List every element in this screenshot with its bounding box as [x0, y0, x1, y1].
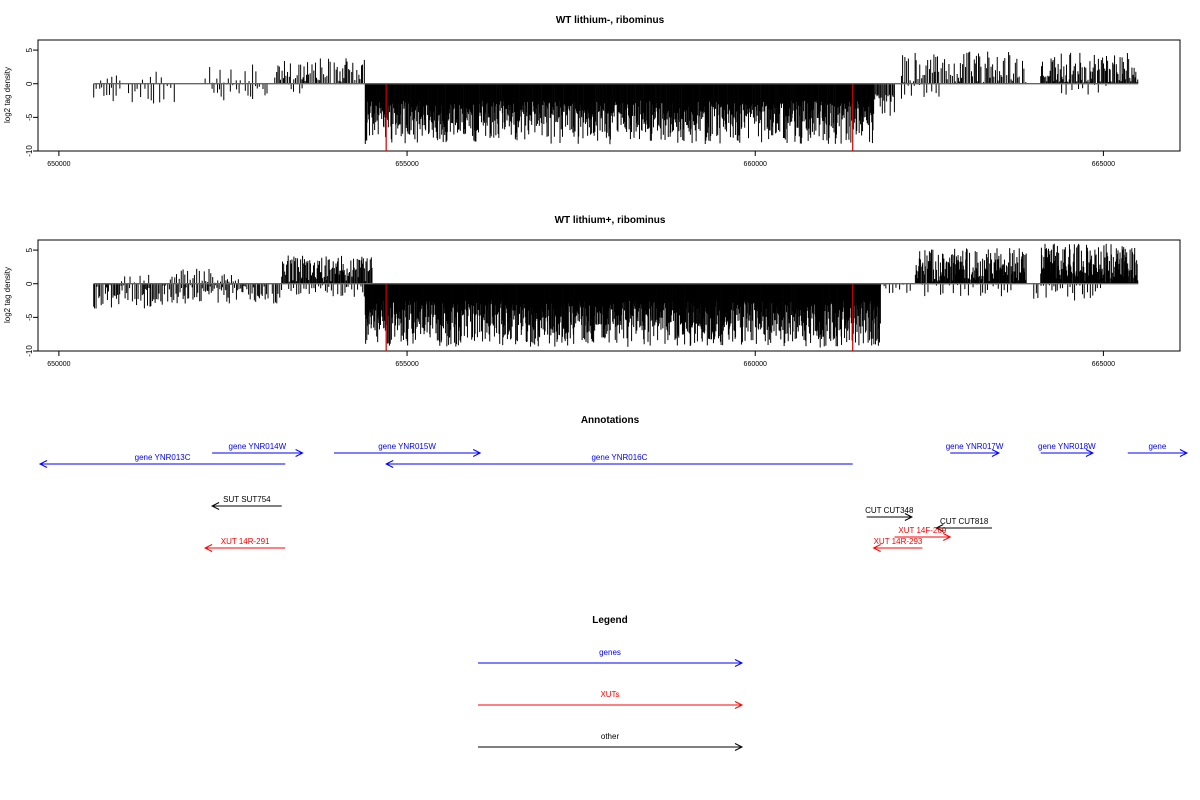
annotation-feature: gene YNR014W — [212, 442, 304, 457]
annotation-feature: XUT 14F-269 — [894, 526, 952, 541]
plot-frame — [37, 39, 1181, 152]
legend-label: XUTs — [600, 690, 619, 699]
annotation-feature: XUT 14R-291 — [204, 537, 286, 552]
feature-label: gene YNR015W — [378, 442, 436, 451]
y-tick-label: 5 — [25, 247, 34, 252]
legend-item: XUTs — [478, 690, 744, 709]
y-tick-label: -10 — [25, 345, 34, 357]
track-panel-lithium-minus: WT lithium-, ribominus log2 tag density … — [3, 15, 1181, 168]
annotation-feature: SUT SUT754 — [210, 495, 282, 510]
feature-label: gene YNR017W — [946, 442, 1004, 451]
feature-label: gene YNR014W — [229, 442, 287, 451]
feature-arrowhead — [385, 460, 394, 468]
x-axis: 650000 655000 660000 665000 — [47, 351, 1115, 368]
feature-arrowhead — [935, 524, 944, 532]
legend-item: genes — [478, 648, 744, 667]
feature-arrowhead — [942, 533, 952, 541]
feature-label: gene YNR016C — [591, 453, 647, 462]
legend-items: genes XUTs other — [478, 648, 744, 751]
x-axis: 650000 655000 660000 665000 — [47, 151, 1115, 168]
feature-label: gene YNR013C — [135, 453, 191, 462]
feature-arrowhead — [295, 449, 304, 457]
y-tick-label: -5 — [25, 113, 34, 121]
red-markers — [385, 283, 854, 351]
red-markers — [385, 83, 854, 151]
legend-item: other — [478, 732, 744, 751]
y-axis-label: log2 tag density — [3, 267, 12, 323]
feature-arrowhead — [472, 449, 482, 457]
feature-label: CUT CUT818 — [940, 517, 989, 526]
annotation-feature: gene — [1127, 442, 1189, 457]
annotation-feature: CUT CUT348 — [865, 506, 914, 521]
x-tick-label: 660000 — [744, 161, 767, 168]
track-title: WT lithium-, ribominus — [556, 15, 665, 26]
feature-arrowhead — [210, 502, 220, 510]
x-tick-label: 650000 — [47, 361, 70, 368]
track-panel-lithium-plus: WT lithium+, ribominus log2 tag density … — [3, 215, 1181, 368]
feature-label: CUT CUT348 — [865, 506, 914, 515]
feature-arrowhead — [1179, 449, 1189, 457]
annotation-features: gene YNR013C gene YNR014W gene YNR015W gene… — [38, 442, 1189, 552]
y-tick-label: 0 — [25, 281, 34, 286]
legend-label: genes — [599, 648, 621, 657]
plot-frame — [37, 239, 1181, 352]
annotation-feature: gene YNR013C — [38, 453, 286, 468]
x-tick-label: 655000 — [395, 361, 418, 368]
feature-arrowhead — [872, 544, 881, 552]
y-axis: 5 0 -5 -10 — [25, 247, 38, 357]
x-tick-label: 665000 — [1092, 361, 1115, 368]
annotation-feature: gene YNR015W — [333, 442, 482, 457]
feature-label: XUT 14F-269 — [898, 526, 946, 535]
annotation-feature: CUT CUT818 — [935, 517, 992, 532]
annotation-feature: gene YNR016C — [385, 453, 853, 468]
y-tick-label: -5 — [25, 313, 34, 321]
legend-label: other — [601, 732, 620, 741]
annotation-feature: gene YNR018W — [1038, 442, 1096, 457]
feature-label: SUT SUT754 — [223, 495, 271, 504]
x-tick-label: 665000 — [1092, 161, 1115, 168]
y-axis-label: log2 tag density — [3, 67, 12, 123]
y-axis: 5 0 -5 -10 — [25, 47, 38, 157]
feature-label: XUT 14R-291 — [221, 537, 270, 546]
feature-arrowhead — [904, 513, 914, 521]
x-tick-label: 650000 — [47, 161, 70, 168]
feature-arrowhead — [38, 460, 48, 468]
feature-label: XUT 14R-293 — [874, 537, 923, 546]
signal-bars — [93, 243, 1139, 348]
legend-title: Legend — [592, 615, 628, 626]
legend-arrowhead — [734, 743, 744, 751]
feature-label: gene YNR018W — [1038, 442, 1096, 451]
feature-arrowhead — [204, 544, 213, 552]
legend-arrowhead — [734, 659, 744, 667]
feature-label: gene — [1148, 442, 1166, 451]
x-tick-label: 655000 — [395, 161, 418, 168]
feature-arrowhead — [1085, 449, 1095, 457]
annotations-title: Annotations — [581, 415, 640, 426]
x-tick-label: 660000 — [744, 361, 767, 368]
legend-panel: Legend genes XUTs other — [478, 615, 744, 751]
y-tick-label: 5 — [25, 47, 34, 52]
y-tick-label: -10 — [25, 145, 34, 157]
track-title: WT lithium+, ribominus — [555, 215, 666, 226]
annotation-feature: gene YNR017W — [946, 442, 1004, 457]
annotation-feature: XUT 14R-293 — [872, 537, 923, 552]
y-tick-label: 0 — [25, 81, 34, 86]
signal-bars — [93, 51, 1139, 145]
feature-arrowhead — [991, 449, 1001, 457]
legend-arrowhead — [734, 701, 744, 709]
